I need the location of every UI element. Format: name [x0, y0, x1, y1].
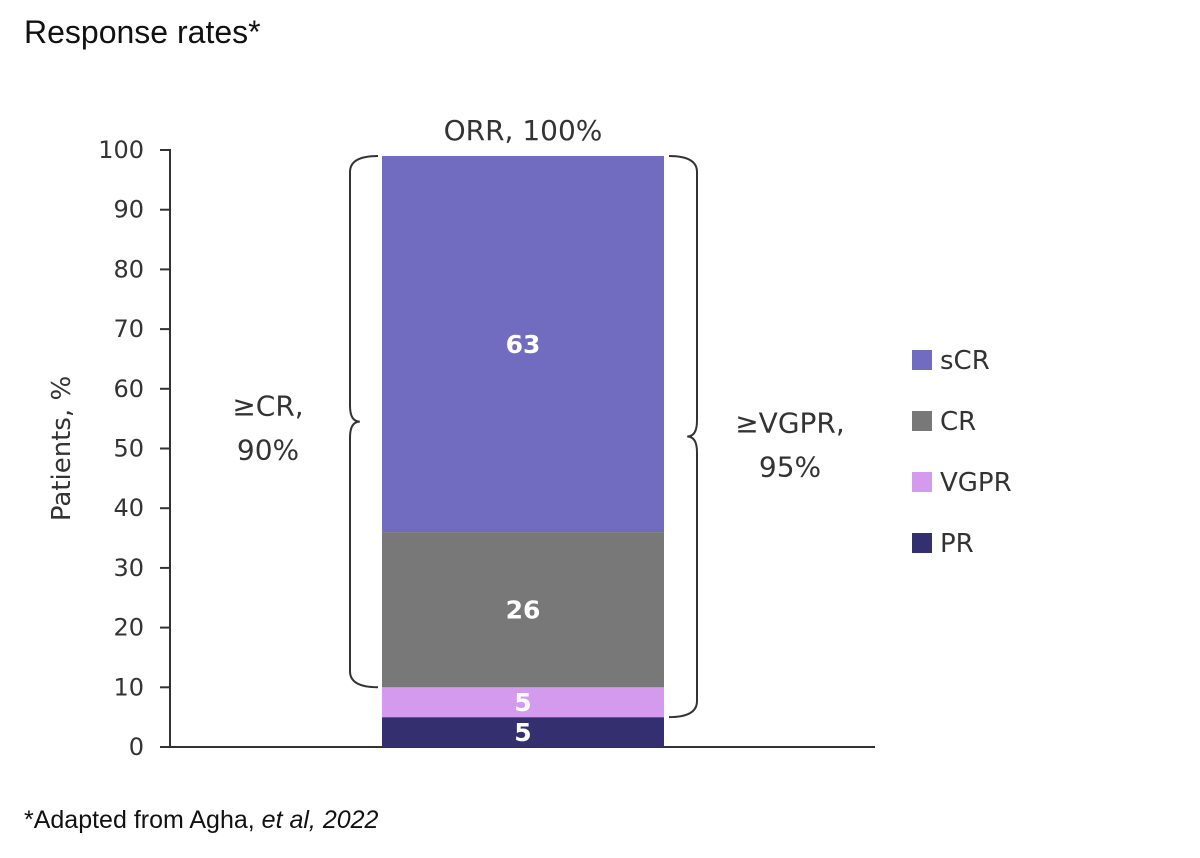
legend-swatch-pr	[912, 533, 932, 553]
legend: sCR CR VGPR PR	[912, 346, 1012, 559]
footnote-citation: et al, 2022	[261, 806, 379, 834]
y-tick-label: 0	[129, 733, 144, 761]
bar-label-cr: 26	[506, 596, 541, 625]
footnote-text: *Adapted from Agha,	[24, 806, 262, 834]
bar-segment-scr	[382, 155, 664, 533]
y-tick-label: 10	[113, 673, 144, 701]
legend-label-vgpr: VGPR	[940, 468, 1012, 498]
legend-label-pr: PR	[940, 529, 974, 559]
y-tick-label: 30	[113, 554, 144, 582]
orr-annotation: ORR, 100%	[444, 114, 603, 147]
legend-label-cr: CR	[940, 407, 976, 437]
y-axis-ticks: 0 10 20 30 40 50 60 70 80 90 100	[98, 136, 170, 761]
cr-annotation-line1: ≥CR,	[232, 390, 303, 423]
bar-segment-cr	[382, 532, 664, 688]
brace-left	[349, 154, 379, 689]
vgpr-annotation-line2: 95%	[759, 451, 821, 484]
y-tick-label: 90	[113, 196, 144, 224]
y-tick-label: 100	[98, 136, 144, 164]
legend-swatch-cr	[912, 411, 932, 431]
footnote: *Adapted from Agha, et al, 2022	[24, 806, 378, 835]
legend-swatch-scr	[912, 350, 932, 370]
y-tick-label: 80	[113, 255, 144, 283]
y-axis-label: Patients, %	[47, 376, 77, 521]
legend-swatch-vgpr	[912, 472, 932, 492]
bar-segment-pr	[382, 717, 664, 747]
y-tick-label: 20	[113, 614, 144, 642]
y-tick-label: 70	[113, 315, 144, 343]
y-tick-label: 50	[113, 435, 144, 463]
bar-segment-vgpr	[382, 687, 664, 718]
y-tick-label: 40	[113, 494, 144, 522]
brace-right	[668, 154, 698, 719]
cr-annotation-line2: 90%	[237, 434, 299, 467]
legend-label-scr: sCR	[940, 346, 990, 376]
bar-segments	[382, 155, 664, 747]
bar-label-pr: 5	[514, 718, 531, 747]
page-title: Response rates*	[24, 14, 261, 50]
segment-labels: 55 26 63	[506, 330, 541, 747]
vgpr-annotation-line1: ≥VGPR,	[735, 407, 845, 440]
y-tick-label: 60	[113, 375, 144, 403]
bar-label-scr: 63	[506, 330, 541, 359]
bar-label-vgpr: 5	[514, 688, 531, 717]
